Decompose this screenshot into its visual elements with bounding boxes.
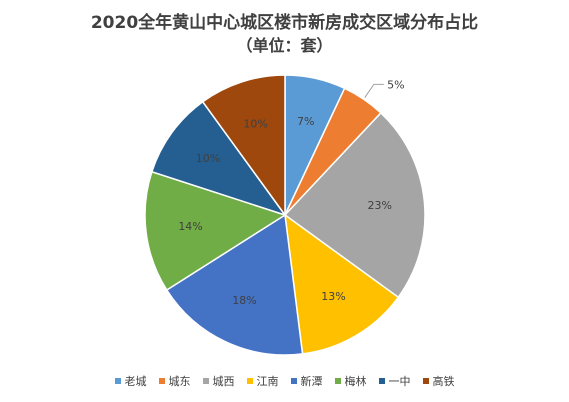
legend-label: 一中 [388, 375, 411, 388]
legend-label: 梅林 [344, 375, 367, 388]
legend-swatch [158, 378, 165, 384]
pie-slice-高铁 [201, 74, 286, 218]
data-label: 23% [368, 199, 392, 212]
data-label: 7% [297, 115, 314, 128]
legend-swatch [290, 378, 297, 384]
legend-item: 老城 [114, 373, 147, 389]
legend-label: 老城 [124, 375, 147, 388]
data-label: 10% [196, 152, 220, 165]
legend-swatch [422, 378, 429, 384]
data-label: 13% [321, 290, 345, 303]
pie-slice-梅林 [144, 170, 287, 292]
chart-title: 2020全年黄山中心城区楼市新房成交区域分布占比 [90, 13, 479, 33]
legend-item: 新潭 [290, 373, 323, 389]
legend-swatch [334, 378, 341, 384]
pie-slice-江南 [284, 213, 400, 355]
pie-slice-新潭 [165, 213, 304, 356]
leader-line [364, 83, 384, 98]
chart-legend: 老城 城东 城西 江南 新潭 梅林 一中 高铁 [0, 373, 569, 389]
legend-item: 一中 [378, 373, 411, 389]
legend-item: 城西 [202, 373, 235, 389]
data-label: 18% [232, 294, 256, 307]
pie-slice-城西 [283, 111, 426, 299]
legend-swatch [202, 378, 209, 384]
pie-slice-一中 [150, 100, 287, 217]
legend-label: 城东 [168, 375, 191, 388]
legend-label: 江南 [256, 375, 279, 388]
chart-subtitle: （单位：套） [236, 36, 333, 55]
data-label: 14% [178, 220, 202, 233]
legend-swatch [246, 378, 253, 384]
legend-swatch [378, 378, 385, 384]
legend-label: 新潭 [300, 375, 323, 388]
legend-item: 江南 [246, 373, 279, 389]
legend-label: 高铁 [432, 375, 455, 388]
legend-label: 城西 [212, 375, 235, 388]
data-label: 5% [387, 78, 404, 91]
data-label: 10% [243, 117, 267, 130]
legend-item: 高铁 [422, 373, 455, 389]
legend-item: 城东 [158, 373, 191, 389]
legend-item: 梅林 [334, 373, 367, 389]
legend-swatch [114, 378, 121, 384]
